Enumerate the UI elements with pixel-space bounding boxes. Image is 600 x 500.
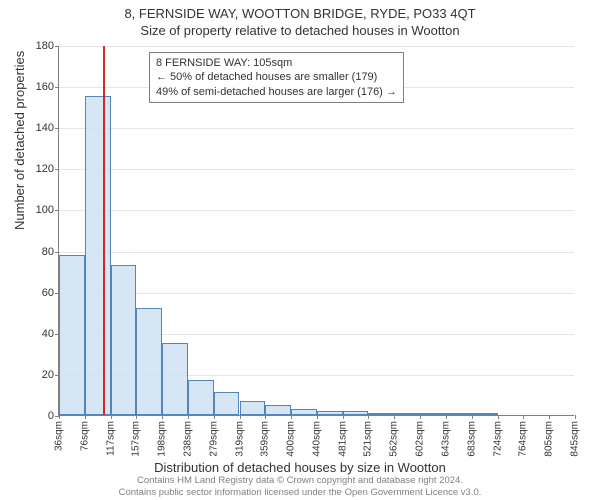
histogram-bar — [343, 411, 369, 415]
histogram-bar — [394, 413, 420, 415]
xtick-mark — [111, 415, 112, 419]
ytick-mark — [55, 87, 59, 88]
y-axis-label: Number of detached properties — [12, 51, 27, 230]
xtick-label: 602sqm — [415, 421, 426, 457]
xtick-mark — [523, 415, 524, 419]
ytick-label: 140 — [36, 122, 54, 134]
histogram-bar — [368, 413, 394, 415]
histogram-bar — [188, 380, 214, 415]
xtick-label: 440sqm — [311, 421, 322, 457]
xtick-mark — [162, 415, 163, 419]
xtick-mark — [446, 415, 447, 419]
xtick-mark — [240, 415, 241, 419]
annotation-line: ← 50% of detached houses are smaller (17… — [156, 70, 397, 84]
histogram-bar — [85, 96, 111, 415]
xtick-mark — [291, 415, 292, 419]
histogram-bar — [420, 413, 446, 415]
histogram-bar — [136, 308, 162, 415]
xtick-mark — [214, 415, 215, 419]
footer-line2: Contains public sector information licen… — [0, 487, 600, 498]
xtick-mark — [368, 415, 369, 419]
chart-title-sub: Size of property relative to detached ho… — [0, 21, 600, 38]
ytick-label: 120 — [36, 163, 54, 175]
ytick-mark — [55, 252, 59, 253]
xtick-mark — [498, 415, 499, 419]
histogram-bar — [265, 405, 291, 415]
xtick-label: 764sqm — [518, 421, 529, 457]
xtick-mark — [472, 415, 473, 419]
xtick-mark — [188, 415, 189, 419]
xtick-label: 359sqm — [260, 421, 271, 457]
histogram-bar — [111, 265, 137, 415]
xtick-label: 400sqm — [286, 421, 297, 457]
xtick-mark — [549, 415, 550, 419]
chart-area: 02040608010012014016018036sqm76sqm117sqm… — [58, 46, 574, 416]
xtick-mark — [317, 415, 318, 419]
annotation-line: 49% of semi-detached houses are larger (… — [156, 85, 397, 99]
xtick-label: 562sqm — [389, 421, 400, 457]
histogram-bar — [291, 409, 317, 415]
xtick-label: 683sqm — [466, 421, 477, 457]
xtick-label: 157sqm — [131, 421, 142, 457]
grid-line — [59, 169, 574, 170]
x-axis-label: Distribution of detached houses by size … — [0, 460, 600, 475]
grid-line — [59, 210, 574, 211]
xtick-label: 319sqm — [234, 421, 245, 457]
histogram-bar — [214, 392, 240, 415]
xtick-label: 845sqm — [570, 421, 581, 457]
grid-line — [59, 46, 574, 47]
chart-title-main: 8, FERNSIDE WAY, WOOTTON BRIDGE, RYDE, P… — [0, 0, 600, 21]
ytick-label: 20 — [42, 369, 54, 381]
ytick-label: 80 — [42, 246, 54, 258]
annotation-line: 8 FERNSIDE WAY: 105sqm — [156, 56, 397, 70]
grid-line — [59, 293, 574, 294]
xtick-label: 724sqm — [492, 421, 503, 457]
xtick-mark — [136, 415, 137, 419]
xtick-label: 238sqm — [182, 421, 193, 457]
histogram-bar — [240, 401, 266, 415]
xtick-label: 805sqm — [544, 421, 555, 457]
plot-region: 02040608010012014016018036sqm76sqm117sqm… — [58, 46, 574, 416]
histogram-bar — [472, 413, 498, 415]
ytick-mark — [55, 169, 59, 170]
xtick-label: 117sqm — [105, 421, 116, 456]
grid-line — [59, 252, 574, 253]
annotation-box: 8 FERNSIDE WAY: 105sqm← 50% of detached … — [149, 52, 404, 103]
xtick-label: 36sqm — [54, 421, 65, 451]
footer-attribution: Contains HM Land Registry data © Crown c… — [0, 475, 600, 498]
grid-line — [59, 128, 574, 129]
xtick-mark — [59, 415, 60, 419]
xtick-label: 521sqm — [363, 421, 374, 457]
ytick-mark — [55, 210, 59, 211]
xtick-label: 481sqm — [337, 421, 348, 457]
ytick-label: 100 — [36, 204, 54, 216]
ytick-label: 180 — [36, 40, 54, 52]
property-marker-line — [103, 46, 105, 415]
xtick-mark — [343, 415, 344, 419]
ytick-label: 160 — [36, 81, 54, 93]
ytick-label: 40 — [42, 328, 54, 340]
histogram-bar — [446, 413, 472, 415]
xtick-label: 279sqm — [208, 421, 219, 457]
histogram-bar — [317, 411, 343, 415]
xtick-mark — [420, 415, 421, 419]
ytick-mark — [55, 128, 59, 129]
xtick-label: 198sqm — [157, 421, 168, 457]
xtick-mark — [394, 415, 395, 419]
histogram-bar — [59, 255, 85, 415]
ytick-mark — [55, 46, 59, 47]
xtick-mark — [265, 415, 266, 419]
xtick-mark — [85, 415, 86, 419]
xtick-mark — [575, 415, 576, 419]
histogram-bar — [162, 343, 188, 415]
footer-line1: Contains HM Land Registry data © Crown c… — [0, 475, 600, 486]
xtick-label: 643sqm — [441, 421, 452, 457]
ytick-label: 60 — [42, 287, 54, 299]
xtick-label: 76sqm — [79, 421, 90, 451]
